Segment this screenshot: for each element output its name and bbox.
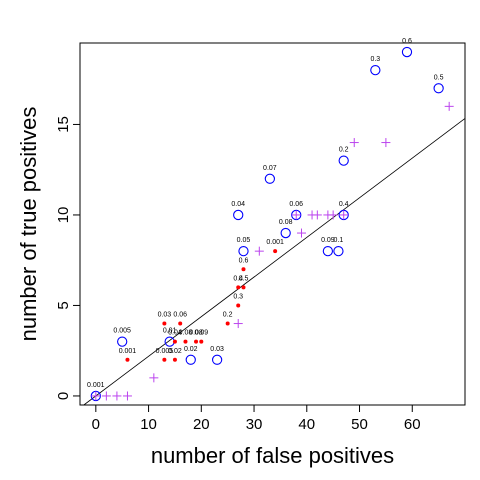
dot-point xyxy=(178,321,183,326)
plus-point xyxy=(297,228,307,238)
reference-line-group xyxy=(83,118,466,406)
point-label: 0.5 xyxy=(239,275,249,282)
point-label: 0.05 xyxy=(237,237,251,244)
point-label: 0.02 xyxy=(184,346,198,353)
circle-point xyxy=(333,245,344,257)
point-label: 0.03 xyxy=(158,312,172,319)
point-label: 0.03 xyxy=(210,346,224,353)
point-label: 0.01 xyxy=(163,328,177,335)
x-tick-label: 20 xyxy=(193,416,210,433)
plus-point xyxy=(254,246,264,256)
point-label: 0.09 xyxy=(321,237,335,244)
dot-point xyxy=(273,249,278,254)
point-label: 0.6 xyxy=(402,38,412,45)
y-tick-label: 15 xyxy=(55,116,72,133)
plus-point xyxy=(312,210,322,220)
point-label: 0.02 xyxy=(168,348,182,355)
circle-point xyxy=(401,46,413,58)
x-tick-label: 0 xyxy=(92,416,100,433)
point-label: 0.06 xyxy=(289,201,303,208)
circle-point xyxy=(90,390,101,402)
point-label: 0.001 xyxy=(119,348,137,355)
axes-group: 0 10 20 30 40 50 60 0 5 10 15 xyxy=(55,116,421,433)
plus-point xyxy=(381,138,391,148)
dot-point xyxy=(241,285,246,290)
x-tick-label: 10 xyxy=(140,416,157,433)
point-label: 0.09 xyxy=(194,330,208,337)
plus-point xyxy=(349,138,359,148)
data-points-group xyxy=(90,46,454,402)
dot-point xyxy=(172,357,177,362)
point-label: 0.3 xyxy=(233,293,243,300)
circle-point xyxy=(211,354,223,365)
dot-point xyxy=(125,357,130,362)
point-label: 0.08 xyxy=(189,330,203,337)
y-tick-label: 5 xyxy=(55,301,72,309)
plus-point xyxy=(149,373,159,383)
point-label: 0.04 xyxy=(168,330,182,337)
point-label: 0.4 xyxy=(233,275,243,282)
point-label: 0.005 xyxy=(156,348,174,355)
point-label: 0.08 xyxy=(179,330,193,337)
plus-point xyxy=(112,391,122,401)
circle-point xyxy=(280,227,291,239)
dot-point xyxy=(236,285,241,290)
x-tick-label: 60 xyxy=(404,416,421,433)
point-label: 0.4 xyxy=(339,201,349,208)
x-tick-label: 40 xyxy=(298,416,315,433)
point-label: 0.07 xyxy=(263,165,277,172)
point-label: 0.04 xyxy=(231,201,245,208)
circle-point xyxy=(433,83,444,94)
dot-point xyxy=(183,339,188,344)
circle-point xyxy=(370,65,381,76)
x-tick-label: 30 xyxy=(246,416,263,433)
dot-point xyxy=(172,339,177,344)
point-label: 0.3 xyxy=(370,56,380,63)
circle-point xyxy=(238,245,249,257)
circle-point xyxy=(338,155,349,166)
plus-point xyxy=(233,319,243,329)
point-label: 0.5 xyxy=(434,74,444,81)
plus-point xyxy=(328,210,338,220)
plus-point xyxy=(291,210,301,220)
point-label: 0.001 xyxy=(87,382,105,389)
x-axis-title: number of false positives xyxy=(151,443,394,468)
point-labels-group: 0.001 0.005 0.01 0.02 0.03 0.04 0.05 0.06 0.07 0.… xyxy=(87,38,444,389)
dot-point xyxy=(236,303,241,308)
plus-point xyxy=(444,101,454,111)
circle-point xyxy=(291,209,302,221)
dot-point xyxy=(199,339,204,344)
circle-point xyxy=(264,173,276,184)
reference-line xyxy=(83,118,466,406)
point-label: 0.2 xyxy=(339,147,349,154)
plus-point xyxy=(91,391,101,401)
point-label: 0.6 xyxy=(239,257,249,264)
plus-point xyxy=(339,210,349,220)
plot-frame xyxy=(79,42,466,406)
dot-point xyxy=(225,321,230,326)
dot-point xyxy=(162,357,167,362)
x-tick-label: 50 xyxy=(351,416,368,433)
point-label: 0.005 xyxy=(113,328,131,335)
y-tick-label: 10 xyxy=(55,207,72,224)
point-label: 0.2 xyxy=(223,312,233,319)
circle-point xyxy=(233,209,244,221)
plus-point xyxy=(101,391,111,401)
dot-point xyxy=(241,267,246,272)
point-label: 0.08 xyxy=(279,219,293,226)
circle-point xyxy=(185,354,196,365)
point-label: 0.1 xyxy=(334,237,344,244)
point-label: 0.06 xyxy=(173,312,187,319)
point-label: 0.001 xyxy=(266,239,284,246)
dot-point xyxy=(194,339,199,344)
y-axis-title: number of true positives xyxy=(16,107,41,342)
plus-point xyxy=(122,391,132,401)
circle-point xyxy=(338,209,349,221)
circle-point xyxy=(117,336,128,347)
dot-point xyxy=(162,321,167,326)
circle-point xyxy=(322,245,334,257)
y-tick-label: 0 xyxy=(55,392,72,400)
